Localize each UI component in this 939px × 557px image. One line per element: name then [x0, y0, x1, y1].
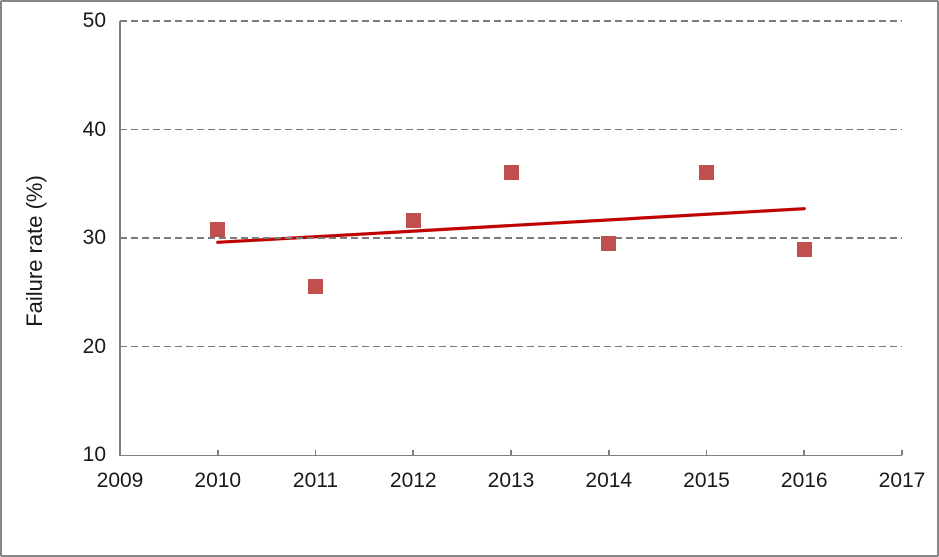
x-tick-2017: [901, 449, 903, 455]
x-tick-label-2010: 2010: [194, 469, 242, 492]
y-tick-label-20: 20: [82, 334, 106, 358]
trendline-layer: [216, 207, 806, 244]
x-tick-2013: [510, 449, 512, 455]
data-point-2013: [503, 165, 519, 181]
x-tick-label-2012: 2012: [389, 469, 437, 492]
y-tick-label-50: 50: [82, 9, 106, 32]
data-point-2011: [308, 279, 323, 295]
x-tick-label-2014: 2014: [585, 469, 633, 492]
data-point-2014: [601, 235, 617, 251]
x-tick-2015: [705, 449, 708, 455]
y-axis-title: Failure rate (%): [22, 175, 47, 327]
data-point-2016: [796, 242, 812, 258]
x-axis-line: [119, 454, 902, 457]
data-point-2010: [210, 221, 226, 237]
gridline-y-30: [120, 237, 902, 239]
x-tick-label-2011: 2011: [292, 469, 339, 492]
x-tick-label-2017: 2017: [878, 469, 926, 492]
x-tick-2010: [216, 449, 219, 455]
gridline-y-50: [120, 20, 902, 22]
y-tick-label-40: 40: [82, 117, 106, 141]
x-tick-2011: [314, 449, 317, 455]
gridline-y-40: [120, 128, 902, 131]
y-tick-label-30: 30: [82, 226, 106, 249]
x-tick-label-2013: 2013: [487, 469, 535, 492]
x-tick-2016: [803, 449, 806, 455]
plot-area: [120, 20, 902, 455]
trendline: [216, 207, 806, 244]
y-tick-label-10: 10: [82, 443, 106, 466]
gridline-y-20: [120, 345, 902, 348]
y-axis-line: [119, 21, 121, 456]
x-tick-2012: [412, 449, 415, 455]
x-tick-2014: [607, 449, 610, 455]
x-tick-label-2015: 2015: [683, 469, 730, 492]
data-point-2012: [405, 213, 421, 229]
x-tick-label-2009: 2009: [96, 469, 144, 492]
x-tick-label-2016: 2016: [780, 469, 828, 492]
data-point-2015: [699, 165, 714, 181]
